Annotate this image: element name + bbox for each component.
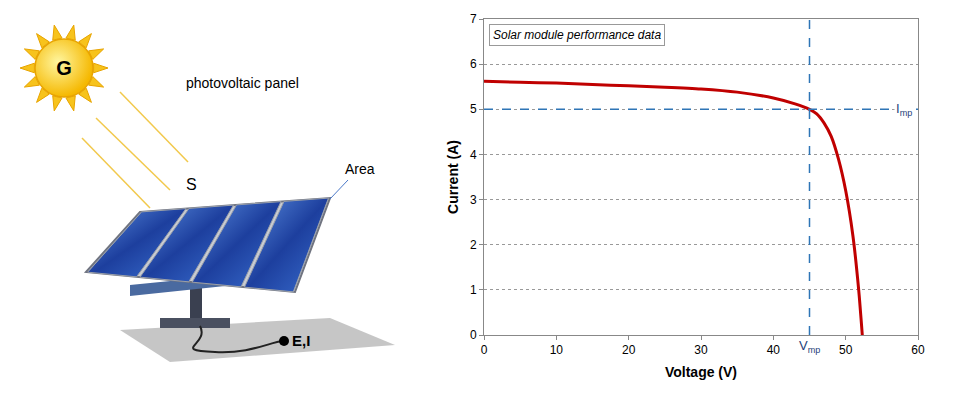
- svg-text:Solar module performance data: Solar module performance data: [493, 28, 661, 42]
- svg-text:I​mp​: I​mp​: [896, 101, 912, 118]
- svg-text:0: 0: [470, 328, 477, 342]
- svg-text:20: 20: [622, 343, 636, 357]
- svg-text:Current (A): Current (A): [445, 140, 461, 214]
- svg-text:40: 40: [767, 343, 781, 357]
- svg-text:E,I: E,I: [292, 332, 310, 349]
- svg-text:V​mp​: V​mp​: [799, 338, 820, 355]
- svg-text:5: 5: [470, 102, 477, 116]
- svg-text:60: 60: [911, 343, 925, 357]
- svg-text:7: 7: [470, 12, 477, 26]
- svg-text:2: 2: [470, 238, 477, 252]
- svg-text:4: 4: [470, 148, 477, 162]
- svg-text:S: S: [186, 176, 197, 193]
- svg-text:6: 6: [470, 57, 477, 71]
- svg-text:Voltage (V): Voltage (V): [665, 364, 737, 380]
- svg-text:10: 10: [550, 343, 564, 357]
- svg-text:G: G: [56, 57, 72, 79]
- svg-text:1: 1: [470, 283, 477, 297]
- svg-text:30: 30: [694, 343, 708, 357]
- svg-text:3: 3: [470, 193, 477, 207]
- svg-text:photovoltaic panel: photovoltaic panel: [186, 75, 299, 91]
- svg-text:Area: Area: [345, 161, 375, 177]
- svg-text:0: 0: [481, 343, 488, 357]
- svg-text:50: 50: [839, 343, 853, 357]
